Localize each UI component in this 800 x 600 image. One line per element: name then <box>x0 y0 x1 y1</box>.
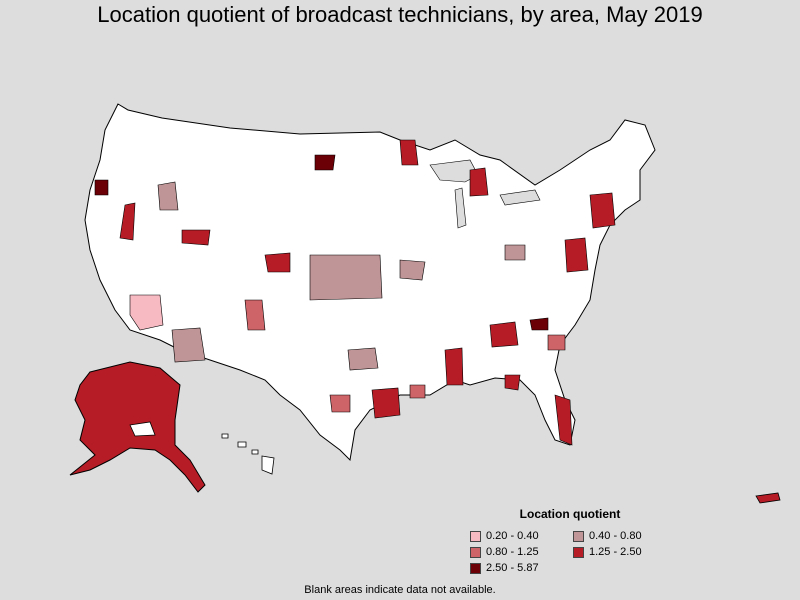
legend-swatch <box>470 530 481 542</box>
area-texas-houston <box>371 387 401 419</box>
area-minnesota <box>399 139 419 166</box>
area-south-carolina <box>547 334 566 351</box>
legend-label: 0.80 - 1.25 <box>486 546 539 558</box>
area-polygons <box>94 139 616 446</box>
area-idaho <box>157 181 179 211</box>
legend-label: 1.25 - 2.50 <box>589 546 642 558</box>
area-kansas <box>309 254 383 301</box>
legend-item: 0.20 - 0.40 <box>470 529 573 543</box>
legend-item: 1.25 - 2.50 <box>573 545 683 559</box>
area-oregon <box>94 179 109 196</box>
area-washington-dc <box>564 237 589 273</box>
legend-swatch <box>470 562 481 574</box>
area-north-dakota <box>314 154 336 171</box>
area-michigan <box>469 167 489 197</box>
legend: Location quotient 0.20 - 0.40 0.40 - 0.8… <box>470 507 690 575</box>
area-northeast <box>589 192 616 229</box>
map-title: Location quotient of broadcast technicia… <box>97 2 703 27</box>
legend-label: 2.50 - 5.87 <box>486 562 539 574</box>
legend-item: 0.80 - 1.25 <box>470 545 573 559</box>
legend-swatch <box>573 546 584 558</box>
legend-item: 0.40 - 0.80 <box>573 529 683 543</box>
area-southern-arizona <box>129 294 164 331</box>
legend-title: Location quotient <box>519 507 621 521</box>
legend-grid: 0.20 - 0.40 0.40 - 0.80 0.80 - 1.25 1.25… <box>470 529 690 575</box>
area-denver <box>264 252 291 273</box>
area-north-carolina <box>529 317 549 331</box>
legend-item: 2.50 - 5.87 <box>470 561 573 575</box>
area-texas-south <box>329 394 351 413</box>
legend-label: 0.40 - 0.80 <box>589 530 642 542</box>
area-new-mexico <box>244 299 266 331</box>
area-mississippi <box>444 347 464 386</box>
area-missouri <box>399 259 426 281</box>
area-ohio <box>504 244 526 261</box>
area-tennessee <box>489 321 519 348</box>
area-oklahoma <box>347 347 379 371</box>
footnote: Blank areas indicate data not available. <box>304 584 496 596</box>
area-louisiana <box>409 384 426 399</box>
legend-swatch <box>573 530 584 542</box>
area-arizona-southeast <box>171 327 206 363</box>
area-utah <box>181 229 211 246</box>
puerto-rico <box>755 492 781 504</box>
alaska-island <box>129 421 156 437</box>
legend-label: 0.20 - 0.40 <box>486 530 539 542</box>
hawaii-islands <box>221 433 275 475</box>
area-florida <box>554 394 573 446</box>
area-nevada-east <box>119 202 136 241</box>
legend-swatch <box>470 546 481 558</box>
area-georgia <box>504 374 521 391</box>
